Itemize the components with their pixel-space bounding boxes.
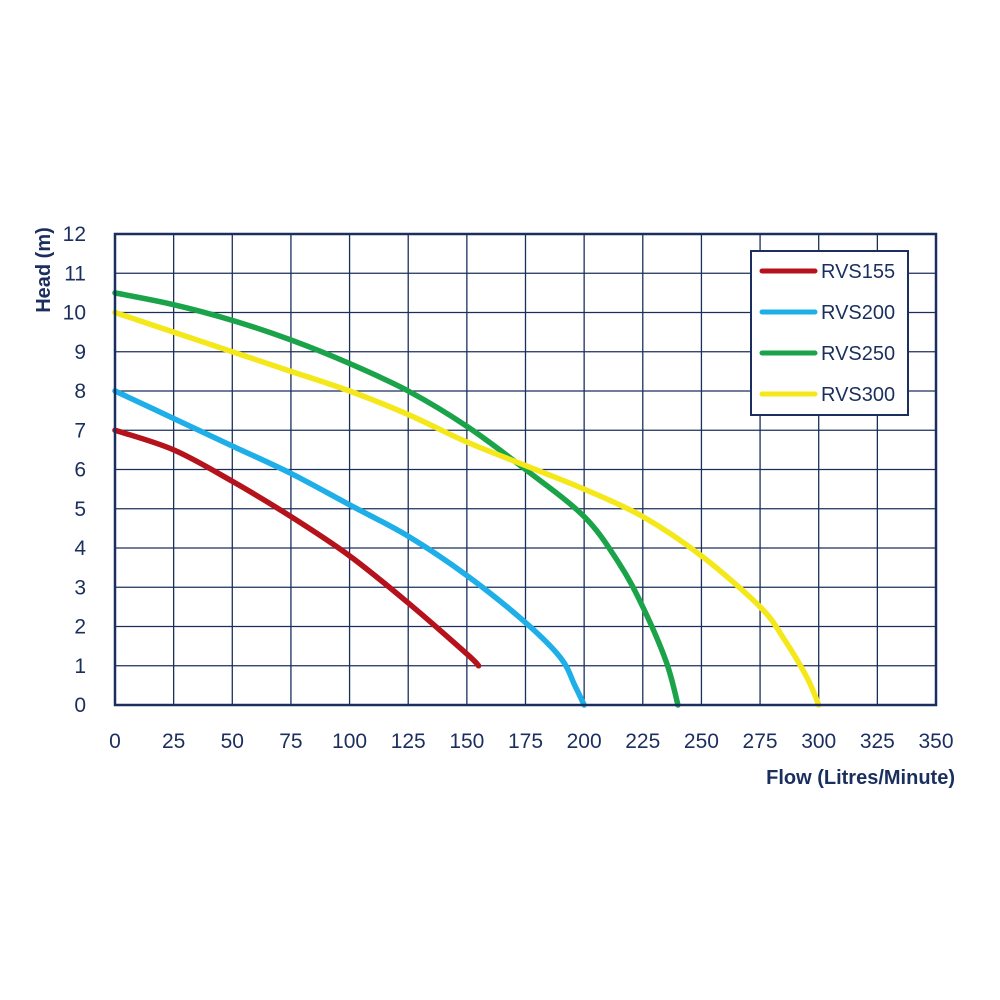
y-tick-label: 0	[74, 694, 86, 717]
x-tick-label: 300	[801, 730, 836, 753]
x-tick-label: 150	[449, 730, 484, 753]
x-tick-label: 100	[332, 730, 367, 753]
legend: RVS155 RVS200 RVS250 RVS300	[750, 250, 909, 416]
y-tick-label: 7	[74, 419, 86, 442]
legend-label: RVS155	[821, 261, 895, 283]
x-tick-label: 275	[743, 730, 778, 753]
y-tick-label: 4	[74, 537, 86, 560]
x-tick-label: 350	[918, 730, 953, 753]
series-line-rvs300	[112, 309, 822, 708]
legend-box	[750, 250, 909, 416]
y-axis-title: Head (m)	[33, 227, 55, 313]
legend-label: RVS250	[821, 343, 895, 365]
series-line-rvs155	[112, 427, 482, 669]
x-tick-label: 225	[625, 730, 660, 753]
x-tick-label: 175	[508, 730, 543, 753]
y-tick-label: 5	[74, 498, 86, 521]
y-tick-label: 1	[74, 655, 86, 678]
y-tick-label: 9	[74, 341, 86, 364]
y-tick-label: 2	[74, 616, 86, 639]
x-tick-label: 25	[162, 730, 185, 753]
y-tick-label: 3	[74, 576, 86, 599]
x-tick-label: 250	[684, 730, 719, 753]
legend-label: RVS200	[821, 302, 895, 324]
legend-label: RVS300	[821, 384, 895, 406]
x-tick-label: 50	[221, 730, 244, 753]
x-axis-title: Flow (Litres/Minute)	[766, 767, 955, 789]
y-tick-label: 11	[64, 262, 86, 285]
x-tick-label: 75	[279, 730, 302, 753]
x-tick-labels: 0 25 50 75 100 125 150 175 200 225 250 275 300 325 350	[109, 730, 953, 753]
x-tick-label: 200	[567, 730, 602, 753]
series-lines	[112, 290, 822, 708]
x-tick-label: 0	[109, 730, 121, 753]
series-line-rvs250	[112, 290, 681, 708]
plot-frame	[113, 232, 938, 707]
y-tick-label: 12	[63, 223, 86, 246]
y-tick-label: 10	[63, 302, 86, 325]
y-tick-label: 8	[74, 380, 86, 403]
y-tick-label: 6	[74, 459, 86, 482]
x-tick-label: 325	[860, 730, 895, 753]
x-tick-label: 125	[391, 730, 426, 753]
series-line-rvs200	[112, 388, 587, 708]
